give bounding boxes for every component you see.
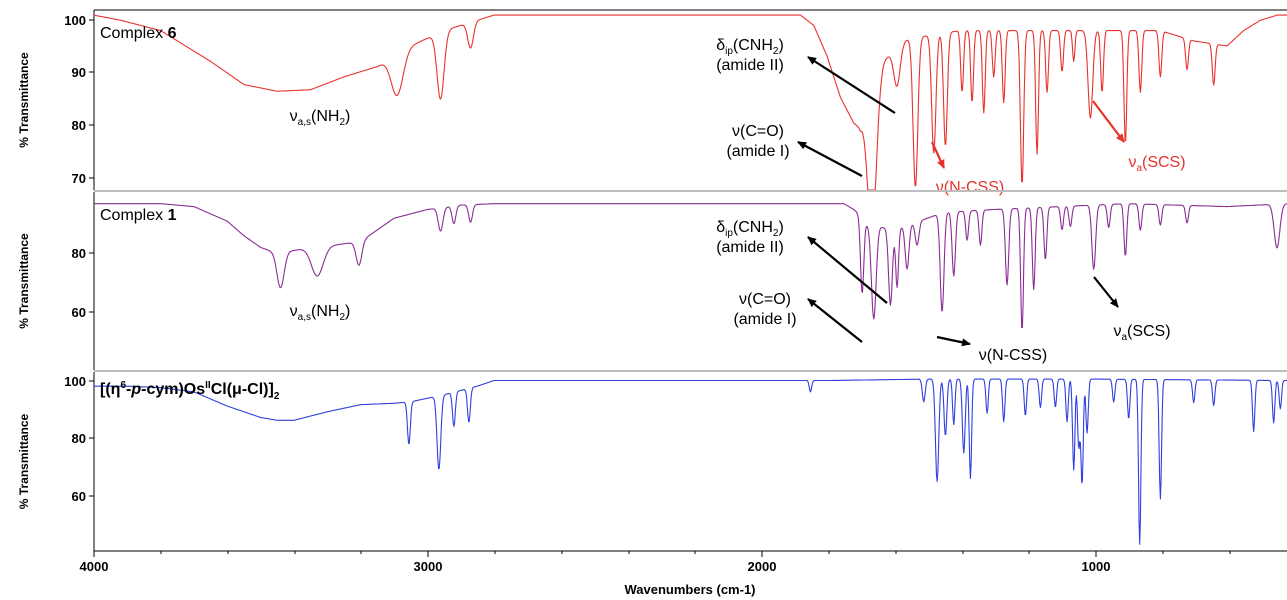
y-tick-label: 80	[72, 118, 86, 133]
y-tick-label: 100	[64, 374, 86, 389]
x-tick-label: 4000	[80, 559, 109, 574]
annotation-arrow	[936, 335, 971, 347]
annotation-arrow	[797, 141, 863, 177]
peak-annotation: νa,s(NH2)	[290, 108, 351, 128]
annotation-arrow	[807, 236, 888, 304]
y-axis-title: % Transmittance	[17, 233, 31, 329]
peak-annotation-line2: (amide II)	[716, 239, 784, 256]
peak-annotation: ν(N-CSS)	[936, 179, 1004, 196]
spectrum-panel: 100 80 60 % Transmittance [(η6-p-cym)OsIICl(…	[17, 370, 1287, 551]
y-axis-title: % Transmittance	[17, 413, 31, 509]
peak-annotation: νa(SCS)	[1128, 154, 1185, 174]
y-tick-label: 80	[72, 431, 86, 446]
annotation-arrow	[931, 141, 945, 169]
peak-annotation: δip(CNH2)	[716, 219, 784, 239]
y-tick-label: 90	[72, 65, 86, 80]
series-label: [(η6-p-cym)OsIICl(μ-Cl)]2	[100, 380, 280, 402]
y-tick-label: 100	[64, 13, 86, 28]
peak-annotation-line2: (amide II)	[716, 57, 784, 74]
annotation-arrow	[807, 56, 896, 114]
peak-annotation: νa(SCS)	[1113, 323, 1170, 343]
x-axis-title: Wavenumbers (cm-1)	[625, 582, 756, 597]
annotation-arrow	[807, 298, 863, 343]
peak-annotation-line2: (amide I)	[733, 311, 796, 328]
x-tick-label: 1000	[1082, 559, 1111, 574]
spectrum-line	[93, 14, 1287, 191]
spectrum-line	[94, 203, 1287, 329]
y-tick-label: 80	[72, 246, 86, 261]
series-label: Complex 1	[100, 207, 177, 224]
x-axis: Wavenumbers (cm-1) 4000 3000 2000 1000	[80, 550, 1287, 597]
annotation-arrow	[1093, 276, 1119, 308]
y-tick-label: 70	[72, 171, 86, 186]
peak-annotation: ν(N-CSS)	[979, 347, 1047, 364]
annotation-arrow	[1092, 100, 1125, 143]
y-tick-label: 60	[72, 489, 86, 504]
series-label: Complex 6	[100, 25, 177, 42]
peak-annotation: δip(CNH2)	[716, 37, 784, 57]
peak-annotation-line2: (amide I)	[726, 143, 789, 160]
spectrum-line	[94, 378, 1287, 545]
peak-annotation: ν(C=O)	[739, 291, 791, 308]
y-axis-title: % Transmittance	[17, 52, 31, 148]
x-tick-label: 2000	[748, 559, 777, 574]
x-tick-label: 3000	[414, 559, 443, 574]
y-tick-label: 60	[72, 305, 86, 320]
peak-annotation: ν(C=O)	[732, 123, 784, 140]
peak-annotation: νa,s(NH2)	[290, 303, 351, 323]
